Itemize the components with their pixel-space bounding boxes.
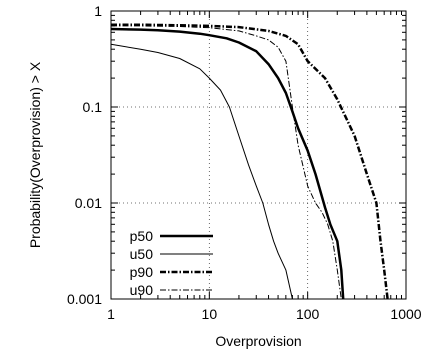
series-line-u90 bbox=[111, 25, 342, 300]
legend-label: p50 bbox=[130, 228, 154, 244]
series-line-p50 bbox=[110, 27, 345, 300]
x-tick-label: 1000 bbox=[390, 306, 421, 322]
series-line-p90 bbox=[111, 23, 389, 300]
legend-label: u90 bbox=[130, 282, 154, 298]
y-axis-label: Probability(Overprovision) > X bbox=[27, 61, 43, 248]
legend-label: u50 bbox=[130, 246, 154, 262]
ticks: 1 10 100 1000 0.001 0.01 0.1 1 bbox=[67, 3, 422, 322]
series-line-u50 bbox=[110, 43, 293, 300]
legend: p50 u50 p90 u90 bbox=[130, 228, 213, 298]
x-tick-label: 100 bbox=[296, 306, 320, 322]
x-axis-label: Overprovision bbox=[215, 333, 301, 349]
x-tick-label: 10 bbox=[202, 306, 218, 322]
y-tick-label: 0.01 bbox=[75, 195, 102, 211]
legend-label: p90 bbox=[130, 264, 154, 280]
y-tick-label: 1 bbox=[94, 3, 102, 19]
series-layer bbox=[110, 23, 389, 300]
y-tick-label: 0.1 bbox=[83, 99, 103, 115]
x-tick-label: 1 bbox=[107, 306, 115, 322]
y-tick-label: 0.001 bbox=[67, 291, 102, 307]
plot-frame bbox=[110, 10, 407, 300]
